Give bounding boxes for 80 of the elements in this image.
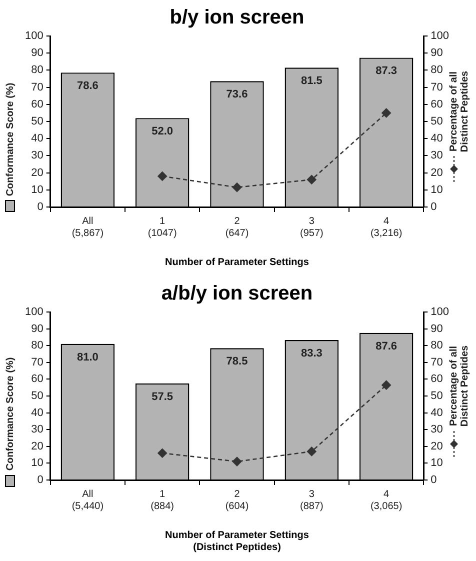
y-tick-label: 10	[31, 457, 44, 470]
y2-tick-label: 100	[430, 30, 450, 42]
y2-tick-label: 50	[430, 390, 443, 402]
x-tick-label: All (5,440)	[72, 488, 104, 512]
x-tick-label: 4 (3,216)	[370, 216, 402, 239]
y-tick-label: 30	[31, 424, 44, 436]
y-tick-label: 40	[31, 132, 44, 145]
y2-tick-label: 40	[430, 406, 443, 419]
x-axis-title: Number of Parameter Settings	[165, 256, 310, 268]
x-tick-label: 4 (3,065)	[370, 488, 402, 512]
data-label: 57.5	[152, 390, 174, 403]
y-tick-label: 70	[31, 356, 44, 368]
y-tick-label: 100	[24, 30, 44, 42]
y2-tick-label: 40	[430, 132, 443, 145]
y2-tick-label: 80	[430, 64, 443, 76]
x-tick-label: 2 (604)	[225, 488, 249, 512]
y2-tick-label: 10	[430, 457, 443, 470]
y2-tick-label: 90	[430, 322, 443, 335]
y-tick-label: 80	[31, 340, 44, 352]
y-tick-label: 20	[31, 166, 44, 179]
x-tick-label: 3 (957)	[300, 216, 324, 239]
data-label: 87.3	[376, 65, 398, 78]
x-tick-label: 1 (884)	[150, 488, 174, 512]
y2-tick-label: 0	[430, 474, 437, 486]
y-tick-label: 0	[37, 201, 44, 214]
y2-tick-label: 60	[430, 373, 443, 386]
y2-axis-title: Percentage of all Distinct Peptides	[448, 345, 470, 427]
y-tick-label: 70	[31, 81, 44, 94]
data-label: 83.3	[300, 348, 322, 360]
y2-tick-label: 70	[430, 81, 443, 94]
x-axis-title: Number of Parameter Settings (Distinct Peptides)	[165, 530, 310, 553]
y2-tick-label: 60	[430, 98, 443, 110]
y-axis-title: Conformance Score (%)	[4, 82, 16, 196]
point	[382, 108, 391, 118]
y2-tick-label: 70	[430, 356, 443, 368]
point	[158, 172, 167, 181]
y-tick-label: 0	[37, 474, 44, 486]
x-tick-label: 2 (647)	[225, 216, 249, 239]
point	[307, 446, 316, 456]
x-tick-label: 1 (1047)	[148, 216, 177, 239]
data-label: 52.0	[152, 126, 174, 138]
data-label: 87.6	[376, 340, 398, 352]
y2-axis-title: Percentage of all Distinct Peptides	[448, 70, 470, 152]
data-label: 81.5	[300, 75, 322, 88]
y2-tick-label: 100	[430, 306, 450, 318]
x-tick-label: 3 (887)	[300, 488, 324, 512]
point	[232, 456, 242, 466]
y2-tick-label: 10	[430, 184, 443, 196]
data-label: 81.0	[76, 351, 98, 364]
y2-tick-label: 20	[430, 166, 443, 179]
point	[232, 182, 242, 192]
y2-tick-label: 30	[430, 424, 443, 436]
y2-tick-label: 90	[430, 47, 443, 60]
y-tick-label: 100	[24, 306, 44, 318]
x-tick-label: All (5,867)	[72, 216, 104, 239]
y2-tick-label: 80	[430, 340, 443, 352]
y-tick-label: 20	[31, 440, 44, 452]
y-tick-label: 50	[31, 116, 44, 128]
y-tick-label: 60	[31, 98, 44, 110]
point	[307, 174, 316, 184]
data-label: 78.5	[226, 356, 248, 368]
y2-tick-label: 0	[430, 201, 437, 214]
y-tick-label: 90	[31, 322, 44, 335]
chart-title: a/b/y ion screen	[161, 282, 313, 305]
y-tick-label: 80	[31, 64, 44, 76]
y-tick-label: 60	[31, 373, 44, 386]
y-tick-label: 50	[31, 390, 44, 402]
point	[382, 380, 391, 390]
y-tick-label: 90	[31, 47, 44, 60]
data-label: 73.6	[226, 88, 248, 101]
data-label: 78.6	[76, 80, 98, 92]
y2-tick-label: 20	[430, 440, 443, 452]
point	[158, 448, 167, 458]
y2-tick-label: 30	[430, 150, 443, 162]
y-tick-label: 10	[31, 184, 44, 196]
chart-title: b/y ion screen	[170, 6, 304, 29]
y-tick-label: 30	[31, 150, 44, 162]
y-tick-label: 40	[31, 406, 44, 419]
y-axis-title: Conformance Score (%)	[4, 357, 16, 471]
y2-tick-label: 50	[430, 116, 443, 128]
